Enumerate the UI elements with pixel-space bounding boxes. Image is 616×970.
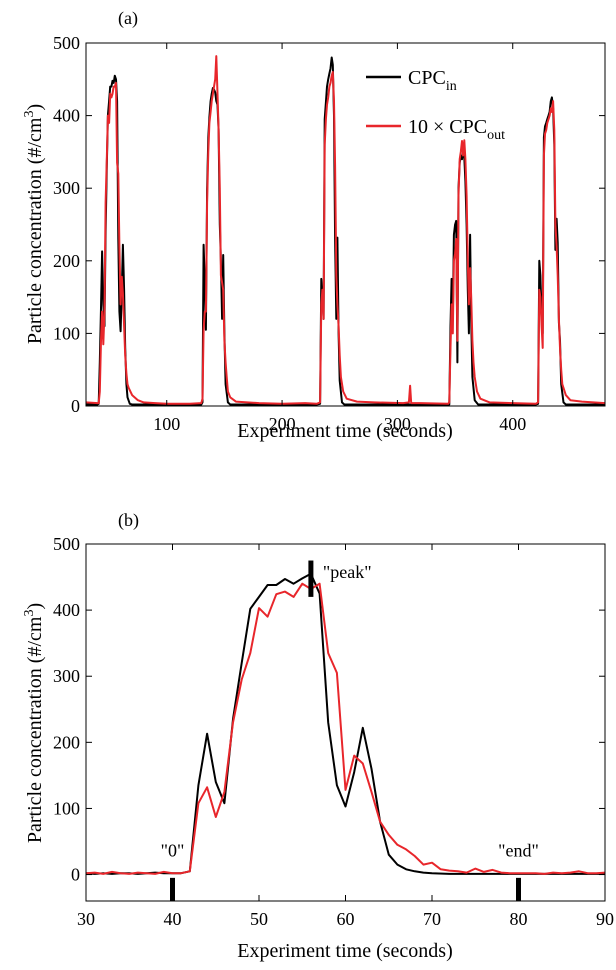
panel-b-y-tick-label: 500: [53, 534, 80, 554]
annotation-label: "0": [161, 841, 185, 861]
panel-b: (b) 30 40 50 60 70 80 90 0 100 200 300 400 500 "0" "p…: [22, 510, 614, 962]
panel-a-y-axis-label: Particle concentration (#/cm3): [22, 104, 46, 344]
annotation-label: "peak": [323, 562, 372, 582]
panel-a-x-tick-label: 100: [153, 414, 180, 434]
panel-b-x-tick-label: 60: [337, 909, 355, 929]
panel-a-y-tick-label: 300: [53, 178, 80, 198]
panel-a-y-tick-label: 400: [53, 106, 80, 126]
panel-b-series-cpc-in-line: [86, 572, 605, 875]
panel-b-x-tick-label: 70: [423, 909, 441, 929]
panel-a-x-axis-label: Experiment time (seconds): [237, 420, 453, 442]
panel-a-series-cpc-in-line: [86, 56, 605, 406]
legend-label-cpc-in: CPCin: [408, 67, 457, 94]
panel-b-y-axis-label-sup: 3: [22, 610, 37, 617]
panel-b-x-tick-label: 30: [77, 909, 95, 929]
panel-b-y-tick-label: 400: [53, 600, 80, 620]
panel-b-x-tick-label: 50: [250, 909, 268, 929]
panel-a-x-tick-label: 200: [269, 414, 296, 434]
panel-a-series-cpc-out-line: [86, 55, 605, 405]
panel-b-y-tick-label: 100: [53, 798, 80, 818]
panel-a-plot-lines: [86, 55, 605, 406]
legend: CPCin 10 × CPCout: [366, 67, 505, 143]
panel-b-x-axis-label: Experiment time (seconds): [237, 940, 453, 962]
panel-a-y-axis-label-close: ): [24, 104, 46, 111]
panel-a-frame: [85, 42, 606, 407]
panel-b-plot-lines: [86, 572, 605, 875]
panel-a-y-tick-label: 0: [71, 396, 80, 416]
panel-b-x-tick-label: 80: [510, 909, 528, 929]
panel-a-label: (a): [118, 8, 138, 29]
panel-a: (a) 100 200 300 400 0 100 200 300 400 500 Experim…: [22, 8, 606, 442]
legend-label-cpc-out: 10 × CPCout: [408, 116, 505, 143]
panel-b-y-tick-label: 300: [53, 666, 80, 686]
panel-b-y-tick-label: 200: [53, 732, 80, 752]
panel-a-x-tick-label: 300: [384, 414, 411, 434]
panel-b-x-tick-label: 90: [596, 909, 614, 929]
panel-b-y-axis-label-close: ): [24, 603, 46, 610]
panel-a-y-tick-label: 200: [53, 251, 80, 271]
panel-b-annotations: "0" "peak" "end": [161, 560, 539, 901]
panel-a-x-tick-label: 400: [499, 414, 526, 434]
panel-b-ticks: 30 40 50 60 70 80 90 0 100 200 300 400 500: [53, 534, 614, 929]
panel-b-y-axis-label: Particle concentration (#/cm3): [22, 603, 46, 843]
panel-a-y-tick-label: 500: [53, 33, 80, 53]
panel-a-y-tick-label: 100: [53, 323, 80, 343]
panel-a-ticks: 100 200 300 400 0 100 200 300 400 500: [53, 33, 605, 434]
panel-b-series-cpc-out-line: [86, 582, 605, 875]
panel-a-y-axis-label-sup: 3: [22, 111, 37, 118]
panel-b-x-tick-label: 40: [164, 909, 182, 929]
panel-b-y-tick-label: 0: [71, 865, 80, 885]
panel-b-y-axis-label-main: Particle concentration (#/cm: [24, 616, 46, 843]
annotation-label: "end": [498, 841, 539, 861]
panel-b-label: (b): [118, 510, 139, 531]
panel-a-y-axis-label-main: Particle concentration (#/cm: [24, 117, 46, 344]
